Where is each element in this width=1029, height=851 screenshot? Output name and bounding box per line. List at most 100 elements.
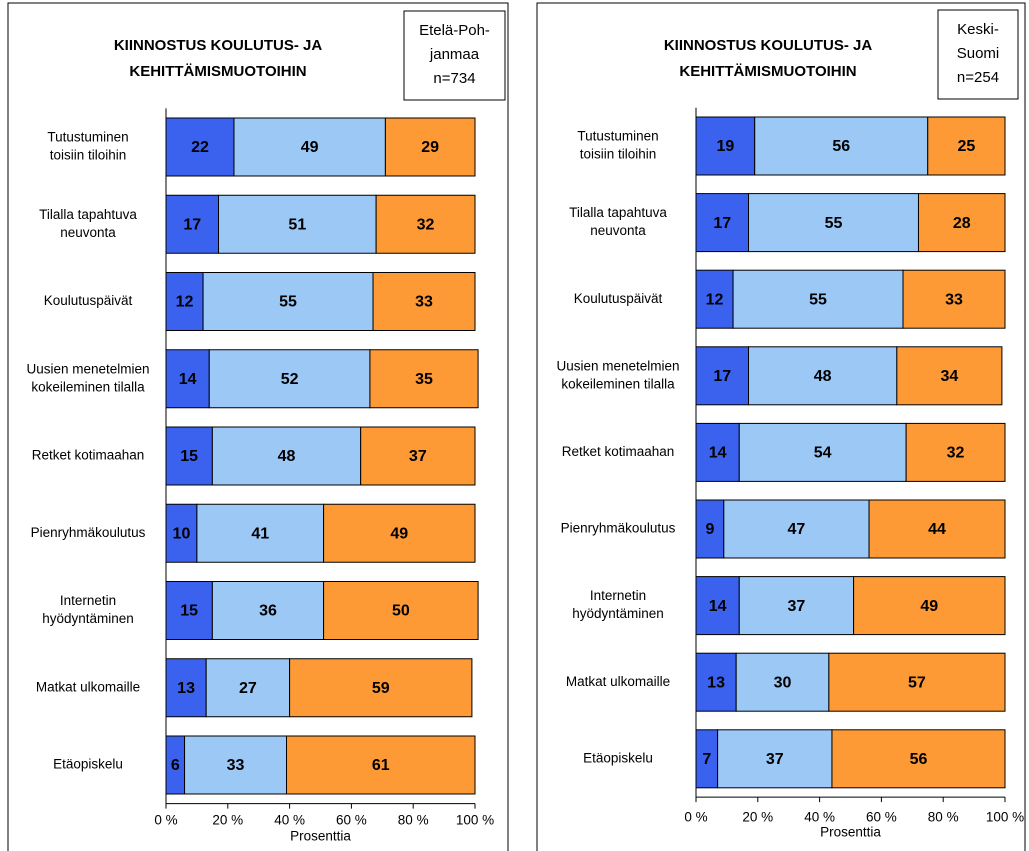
- bar-segment: [360, 426, 476, 486]
- category-label: Koulutuspäivät: [574, 291, 663, 306]
- value-label: 61: [372, 757, 390, 774]
- value-label: 27: [239, 680, 257, 697]
- value-label: 55: [809, 291, 827, 308]
- category-label: Matkat ulkomaille: [36, 679, 140, 694]
- box-text: janmaa: [429, 46, 480, 63]
- value-label: 37: [788, 598, 806, 615]
- value-label: 47: [788, 521, 806, 538]
- value-label: 6: [171, 757, 180, 774]
- value-label: 55: [825, 215, 843, 232]
- chart-title: KIINNOSTUS KOULUTUS- JA: [664, 37, 873, 54]
- bar-segment: [369, 349, 479, 409]
- category-label: kokeileminen tilalla: [561, 376, 675, 391]
- box-text: n=254: [957, 69, 999, 86]
- value-label: 51: [288, 216, 306, 233]
- value-label: 37: [766, 751, 784, 768]
- bar-segment: [905, 422, 1006, 482]
- value-label: 14: [179, 371, 197, 388]
- value-label: 52: [281, 371, 299, 388]
- category-label: Etäopiskelu: [583, 750, 653, 765]
- value-label: 35: [415, 371, 433, 388]
- value-label: 13: [707, 674, 725, 691]
- value-label: 32: [947, 445, 965, 462]
- category-label: Pienryhmäkoulutus: [31, 525, 146, 540]
- bar-segment: [196, 503, 325, 563]
- bar-segment: [323, 581, 479, 640]
- bar-segment: [211, 426, 362, 486]
- bar-segment: [902, 269, 1006, 329]
- value-label: 33: [415, 294, 433, 311]
- value-label: 22: [191, 139, 209, 156]
- legend-box: [937, 9, 1019, 100]
- category-label: Retket kotimaahan: [562, 444, 675, 459]
- bar-segment: [738, 576, 855, 636]
- chart-title: KIINNOSTUS KOULUTUS- JA: [114, 37, 323, 54]
- x-tick-label: 40 %: [274, 813, 305, 828]
- bar-segment: [289, 658, 473, 718]
- bar-segment: [738, 422, 907, 482]
- value-label: 15: [180, 448, 198, 465]
- box-text: Keski-: [957, 21, 999, 38]
- x-tick-label: 40 %: [804, 810, 835, 825]
- category-label: Tilalla tapahtuva: [39, 207, 137, 222]
- panel-frame: [536, 2, 1026, 851]
- bar-segment: [208, 349, 371, 409]
- bar-segment: [695, 576, 740, 636]
- category-label: Uusien menetelmien: [26, 361, 149, 376]
- x-tick-label: 100 %: [986, 810, 1024, 825]
- value-label: 30: [774, 674, 792, 691]
- x-tick-label: 20 %: [742, 810, 773, 825]
- bar-segment: [165, 503, 198, 563]
- x-tick-label: 20 %: [212, 813, 243, 828]
- value-label: 59: [372, 680, 390, 697]
- bar-segment: [831, 729, 1006, 789]
- x-tick-label: 100 %: [456, 813, 494, 828]
- value-label: 48: [814, 368, 832, 385]
- value-label: 37: [409, 448, 427, 465]
- bar-segment: [165, 349, 210, 409]
- value-label: 56: [910, 751, 928, 768]
- category-label: Koulutuspäivät: [44, 293, 133, 308]
- value-label: 57: [908, 674, 926, 691]
- value-label: 48: [278, 448, 296, 465]
- value-label: 54: [814, 445, 832, 462]
- value-label: 55: [279, 294, 297, 311]
- value-label: 12: [176, 294, 194, 311]
- bar-segment: [165, 581, 213, 640]
- value-label: 17: [713, 215, 731, 232]
- bar-segment: [917, 193, 1006, 253]
- box-text: Etelä-Poh-: [419, 22, 490, 39]
- bar-segment: [233, 117, 386, 177]
- bar-segment: [202, 272, 374, 331]
- box-text: Suomi: [957, 45, 1000, 62]
- legend-box: [403, 10, 506, 101]
- value-label: 17: [713, 368, 731, 385]
- bar-segment: [375, 194, 476, 254]
- x-axis-label: Prosenttia: [820, 825, 881, 840]
- bar-segment: [695, 269, 734, 329]
- value-label: 49: [920, 598, 938, 615]
- box-text: n=734: [433, 70, 475, 87]
- value-label: 32: [417, 216, 435, 233]
- bar-segment: [184, 735, 288, 795]
- value-label: 13: [177, 680, 195, 697]
- category-label: neuvonta: [590, 223, 646, 238]
- category-label: hyödyntäminen: [42, 611, 134, 626]
- value-label: 56: [832, 138, 850, 155]
- bar-segment: [165, 426, 213, 486]
- value-label: 10: [173, 525, 191, 542]
- bar-segment: [323, 503, 476, 563]
- value-label: 29: [421, 139, 439, 156]
- x-tick-label: 80 %: [398, 813, 429, 828]
- category-label: toisiin tiloihin: [580, 147, 657, 162]
- bar-segment: [211, 581, 325, 640]
- bar-segment: [723, 499, 870, 559]
- value-label: 33: [227, 757, 245, 774]
- bar-segment: [717, 729, 833, 789]
- bar-segment: [205, 658, 291, 718]
- bar-segment: [828, 652, 1006, 712]
- x-tick-label: 0 %: [684, 810, 707, 825]
- category-label: kokeileminen tilalla: [31, 379, 145, 394]
- category-label: Uusien menetelmien: [556, 358, 679, 373]
